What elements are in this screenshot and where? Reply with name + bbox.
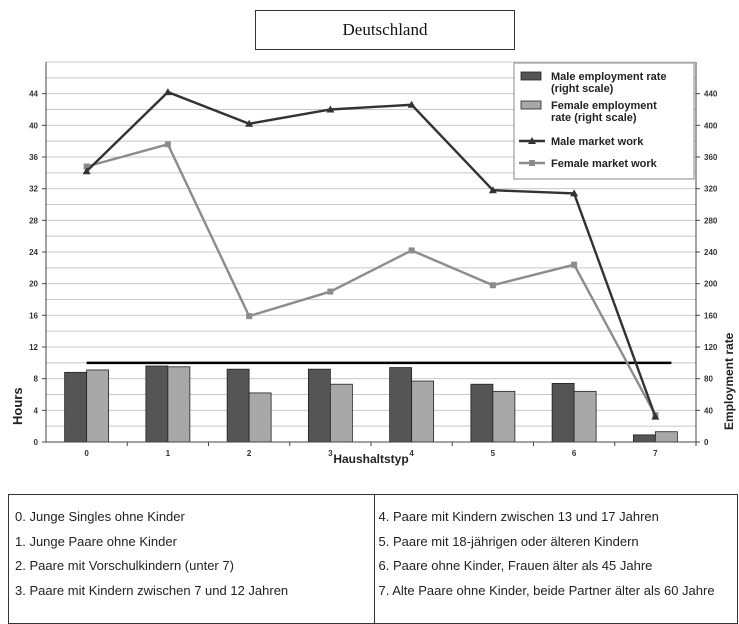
x-axis-title: Haushaltstyp — [333, 452, 408, 466]
legend-label: Male market work — [551, 136, 644, 148]
bar — [492, 390, 516, 443]
right-tick-label: 440 — [704, 90, 718, 99]
x-tick-label: 6 — [572, 449, 577, 458]
legend-label: (right scale) — [551, 83, 614, 95]
line-point — [164, 141, 171, 148]
household-type-description: 5. Paare mit 18-jährigen oder älteren Ki… — [378, 533, 639, 549]
right-tick-label: 80 — [704, 375, 713, 384]
chart-title: Deutschland — [255, 10, 515, 50]
x-tick-label: 2 — [247, 449, 252, 458]
left-tick-label: 32 — [29, 185, 38, 194]
legend-swatch — [520, 71, 542, 81]
right-tick-label: 120 — [704, 343, 718, 352]
right-tick-label: 360 — [704, 153, 718, 162]
household-type-description: 3. Paare mit Kindern zwischen 7 und 12 J… — [15, 582, 289, 598]
bars — [64, 365, 678, 443]
legend-label: Female market work — [551, 158, 658, 170]
legend-label: rate (right scale) — [551, 112, 637, 124]
legend-label: Female employment — [551, 100, 657, 112]
bar — [573, 390, 597, 443]
line-point — [651, 412, 660, 420]
line-point — [571, 261, 578, 268]
household-type-description: 7. Alte Paare ohne Kinder, beide Partner… — [378, 582, 715, 598]
line-point — [488, 186, 497, 194]
line-point — [326, 105, 335, 113]
line-point — [528, 137, 536, 144]
axes: 0481216202428323640440408012016020024028… — [10, 62, 736, 466]
bar — [86, 369, 110, 443]
legend-label: Male employment rate — [551, 71, 667, 83]
bar — [411, 380, 435, 443]
right-tick-label: 400 — [704, 121, 718, 130]
left-tick-label: 0 — [34, 438, 39, 447]
legend-box — [513, 62, 695, 180]
bar — [551, 383, 575, 443]
left-tick-label: 16 — [29, 311, 38, 320]
line-point — [246, 313, 253, 320]
bar — [145, 365, 169, 443]
left-tick-label: 8 — [34, 375, 39, 384]
line-point — [529, 160, 535, 166]
y-axis-title: Hours — [10, 387, 25, 425]
line-point — [163, 88, 172, 96]
x-tick-label: 1 — [166, 449, 171, 458]
line-point — [245, 119, 254, 127]
household-type-descriptions: 0. Junge Singles ohne Kinder 1. Junge Paa… — [8, 494, 738, 624]
bar — [470, 383, 494, 443]
bar — [248, 392, 272, 443]
right-tick-label: 320 — [704, 185, 718, 194]
x-tick-label: 0 — [84, 449, 89, 458]
bar — [389, 367, 413, 443]
bar — [307, 368, 331, 443]
household-type-description: 0. Junge Singles ohne Kinder — [15, 509, 185, 524]
bar — [654, 431, 678, 443]
line-point — [570, 189, 579, 197]
line-point — [408, 247, 415, 254]
chart: 0481216202428323640440408012016020024028… — [10, 61, 736, 466]
left-tick-label: 28 — [29, 216, 38, 225]
left-tick-label: 44 — [29, 90, 38, 99]
line-point — [489, 282, 496, 289]
line-point — [327, 288, 334, 295]
series-line — [86, 142, 657, 416]
right-tick-label: 0 — [704, 438, 709, 447]
description-column-left: 0. Junge Singles ohne Kinder 1. Junge Paa… — [9, 495, 374, 623]
left-tick-label: 40 — [29, 121, 38, 130]
right-tick-label: 160 — [704, 311, 718, 320]
lines — [82, 88, 672, 420]
household-type-description: 6. Paare ohne Kinder, Frauen älter als 4… — [378, 558, 653, 573]
right-tick-label: 40 — [704, 406, 713, 415]
left-tick-label: 12 — [29, 343, 38, 352]
household-type-description: 1. Junge Paare ohne Kinder — [15, 533, 177, 549]
description-column-right: 4. Paare mit Kindern zwischen 13 und 17 … — [373, 495, 738, 623]
left-tick-label: 4 — [34, 406, 39, 415]
y2-axis-title: Employment rate — [722, 332, 736, 430]
right-tick-label: 280 — [704, 216, 718, 225]
line-point — [82, 167, 91, 175]
x-tick-label: 4 — [409, 449, 414, 458]
line-point — [407, 100, 416, 108]
household-type-description: 2. Paare mit Vorschulkindern (unter 7) — [15, 558, 234, 573]
left-tick-label: 36 — [29, 153, 38, 162]
bar — [632, 434, 656, 443]
legend: Male employment rate(right scale) Female … — [513, 62, 695, 180]
left-tick-label: 24 — [29, 248, 38, 257]
bar — [64, 371, 88, 443]
right-tick-label: 240 — [704, 248, 718, 257]
left-tick-label: 20 — [29, 280, 38, 289]
household-type-description: 4. Paare mit Kindern zwischen 13 und 17 … — [378, 509, 659, 524]
bar — [167, 366, 191, 443]
bar — [226, 368, 250, 443]
legend-swatch — [520, 100, 542, 110]
x-tick-label: 3 — [328, 449, 333, 458]
bar — [329, 383, 353, 443]
line-point — [83, 163, 90, 170]
series-line — [85, 90, 657, 418]
x-tick-label: 7 — [653, 449, 658, 458]
right-tick-label: 200 — [704, 280, 718, 289]
x-tick-label: 5 — [491, 449, 496, 458]
